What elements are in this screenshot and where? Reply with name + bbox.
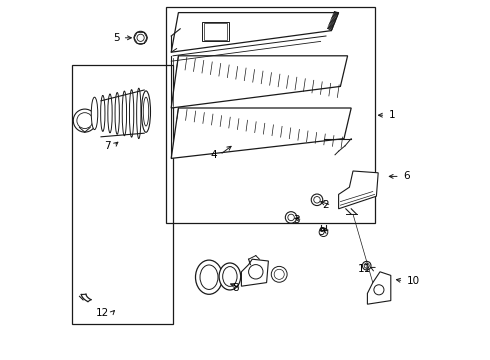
Text: 4: 4: [210, 150, 217, 160]
Polygon shape: [339, 171, 378, 209]
Ellipse shape: [108, 94, 112, 133]
Text: 3: 3: [293, 215, 300, 225]
Ellipse shape: [200, 265, 218, 289]
Text: 6: 6: [403, 171, 410, 181]
Text: 10: 10: [407, 276, 420, 286]
Bar: [72, 65, 173, 324]
Bar: [166, 7, 374, 223]
Polygon shape: [171, 56, 347, 108]
Ellipse shape: [222, 266, 237, 287]
Text: 9: 9: [318, 227, 325, 237]
Text: 1: 1: [389, 110, 395, 120]
Ellipse shape: [100, 95, 105, 131]
Text: 5: 5: [113, 33, 120, 43]
Polygon shape: [242, 259, 269, 286]
Text: 8: 8: [232, 283, 239, 293]
Text: 2: 2: [322, 200, 328, 210]
Ellipse shape: [219, 263, 241, 290]
Ellipse shape: [122, 91, 126, 136]
Text: 7: 7: [104, 141, 111, 151]
Ellipse shape: [137, 88, 141, 139]
Ellipse shape: [115, 93, 120, 134]
Text: 11: 11: [358, 264, 371, 274]
Polygon shape: [171, 13, 339, 52]
Ellipse shape: [129, 90, 134, 137]
Bar: [202, 22, 229, 41]
Ellipse shape: [196, 260, 222, 294]
Bar: [204, 23, 227, 40]
Polygon shape: [171, 108, 351, 158]
Text: 12: 12: [96, 308, 109, 318]
Ellipse shape: [91, 97, 98, 130]
Polygon shape: [368, 272, 391, 304]
